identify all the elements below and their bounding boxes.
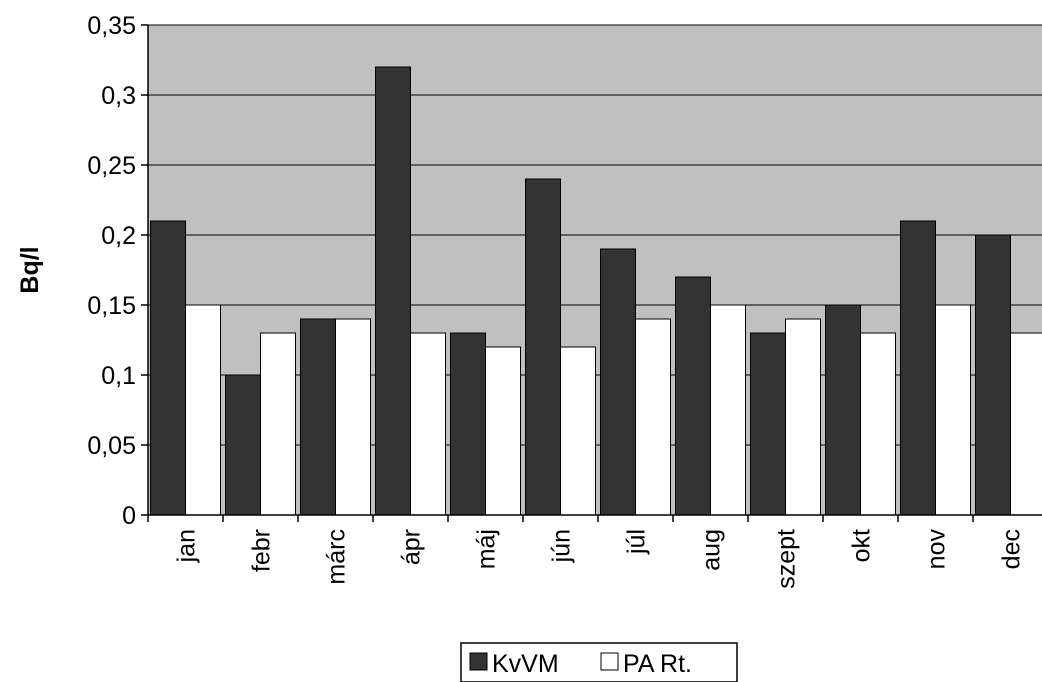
bar-pa-rt-8 [785, 318, 821, 516]
bar-pa-rt-4 [485, 346, 521, 516]
y-tick-label: 0 [122, 502, 136, 530]
x-tick-label: jún [548, 529, 576, 563]
bar-kvvm-0 [150, 220, 186, 516]
y-axis-ticks: 0 0,05 0,1 0,15 0,2 0,25 0,3 0,35 [87, 12, 148, 530]
legend-swatch-pa-rt [600, 652, 619, 671]
x-tick-label: máj [473, 529, 501, 569]
y-tick-label: 0,2 [101, 222, 136, 250]
x-tick-label: jan [173, 529, 201, 563]
x-tick-label: ápr [398, 529, 426, 565]
y-tick-label: 0,1 [101, 362, 136, 390]
x-tick-label: febr [248, 529, 276, 572]
gridlines [148, 24, 1042, 446]
bar-pa-rt-11 [1010, 332, 1042, 516]
x-tick-label: júl [623, 529, 651, 555]
y-axis-title: Bq/l [16, 246, 44, 293]
x-tick-label: dec [998, 529, 1026, 569]
bars [150, 66, 1042, 516]
legend: KvVM PA Rt. [460, 642, 738, 682]
y-tick-label: 0,25 [87, 152, 136, 180]
bar-kvvm-9 [825, 304, 861, 516]
bar-pa-rt-5 [560, 346, 596, 516]
bar-pa-rt-0 [185, 304, 221, 516]
bar-pa-rt-7 [710, 304, 746, 516]
legend-label-kvvm: KvVM [492, 650, 559, 678]
legend-swatch-kvvm [469, 652, 488, 671]
x-tick-label: szept [773, 529, 801, 589]
bar-kvvm-7 [675, 276, 711, 516]
x-tick-label: márc [323, 529, 351, 585]
bar-kvvm-3 [375, 66, 411, 516]
bar-pa-rt-10 [935, 304, 971, 516]
x-axis-ticks: jan febr márc ápr máj jún júl aug szept okt nov dec [147, 515, 1026, 589]
bar-kvvm-5 [525, 178, 561, 516]
bar-kvvm-11 [975, 234, 1011, 516]
bar-pa-rt-3 [410, 332, 446, 516]
y-tick-label: 0,3 [101, 82, 136, 110]
bar-kvvm-10 [900, 220, 936, 516]
x-tick-label: aug [698, 529, 726, 571]
bar-kvvm-6 [600, 248, 636, 516]
bar-kvvm-2 [300, 318, 336, 516]
legend-label-pa-rt: PA Rt. [623, 650, 692, 678]
bar-pa-rt-6 [635, 318, 671, 516]
x-tick-label: nov [923, 529, 951, 570]
x-tick-label: okt [848, 529, 876, 562]
bar-kvvm-4 [450, 332, 486, 516]
bar-pa-rt-2 [335, 318, 371, 516]
legend-box [460, 642, 738, 682]
y-tick-label: 0,05 [87, 432, 136, 460]
bar-kvvm-8 [750, 332, 786, 516]
bar-pa-rt-9 [860, 332, 896, 516]
y-tick-label: 0,35 [87, 12, 136, 40]
bar-kvvm-1 [225, 374, 261, 516]
y-tick-label: 0,15 [87, 292, 136, 320]
bar-pa-rt-1 [260, 332, 296, 516]
